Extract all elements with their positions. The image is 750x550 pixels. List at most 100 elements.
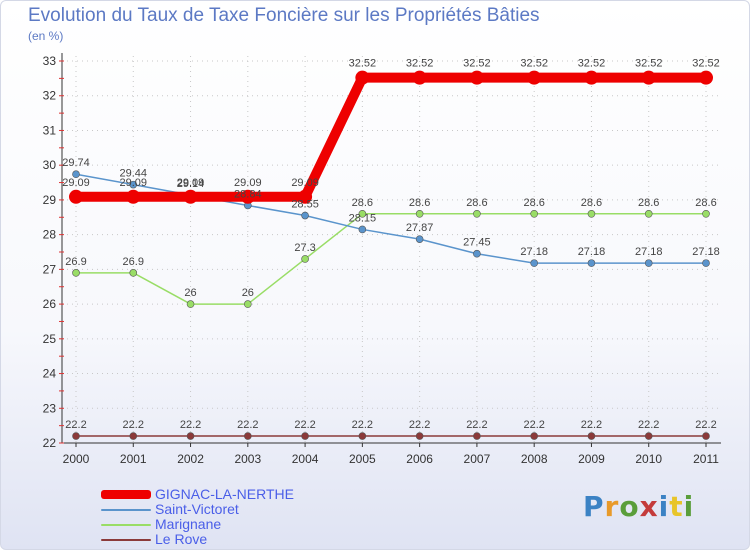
data-label: 28.6	[352, 197, 373, 209]
data-point	[244, 432, 252, 440]
data-point	[358, 432, 367, 440]
data-point	[530, 259, 538, 267]
data-point	[126, 189, 141, 204]
data-point	[584, 70, 599, 85]
data-point	[415, 210, 424, 218]
data-label: 32.52	[520, 58, 548, 70]
data-label: 22.2	[466, 419, 487, 431]
series-line-2	[75, 213, 707, 305]
data-point	[644, 259, 653, 267]
legend-swatch-marignane	[101, 524, 151, 526]
data-label: 22.2	[523, 419, 544, 431]
data-label: 29.14	[177, 178, 205, 190]
unit-label: (en %)	[28, 29, 64, 43]
x-tick-label: 2002	[177, 452, 204, 466]
data-point	[358, 210, 367, 218]
data-label: 29.09	[62, 177, 90, 189]
data-label: 22.2	[180, 419, 201, 431]
data-label: 27.3	[294, 242, 315, 254]
logo-letter: i	[683, 490, 695, 523]
x-tick-label: 2007	[464, 452, 491, 466]
data-label: 26	[184, 287, 196, 299]
data-label: 22.2	[581, 419, 602, 431]
data-point	[473, 249, 481, 258]
series-line-0	[71, 72, 711, 202]
data-point	[301, 255, 309, 263]
y-tick-label: 28	[43, 228, 57, 242]
data-label: 29.74	[62, 157, 90, 169]
data-label: 22.2	[695, 419, 716, 431]
data-point	[473, 432, 481, 440]
data-label: 26.9	[123, 256, 144, 268]
data-label: 22.2	[409, 419, 430, 431]
x-tick-label: 2009	[578, 452, 605, 466]
data-label: 28.6	[695, 197, 716, 209]
data-label: 22.2	[123, 419, 144, 431]
data-label: 27.87	[406, 222, 434, 234]
data-point	[129, 180, 138, 189]
data-label: 22.2	[65, 419, 86, 431]
data-point	[587, 210, 596, 218]
data-label: 22.2	[237, 419, 258, 431]
data-point	[644, 432, 653, 440]
data-point	[527, 70, 542, 85]
y-tick-label: 23	[43, 401, 57, 415]
data-point	[587, 432, 596, 440]
data-point	[301, 432, 309, 440]
y-tick-label: 27	[43, 262, 57, 276]
x-tick-label: 2008	[521, 452, 548, 466]
data-point	[72, 432, 80, 440]
legend-label-le-rove: Le Rove	[155, 531, 208, 547]
data-label: 29.09	[291, 177, 319, 189]
y-tick-label: 31	[43, 123, 57, 137]
x-tick-label: 2003	[234, 452, 261, 466]
proxiti-logo: Proxiti	[583, 490, 694, 523]
series-line-1	[75, 173, 707, 264]
data-label: 29.09	[177, 177, 205, 189]
data-label: 32.52	[578, 58, 606, 70]
data-point	[702, 210, 710, 218]
data-label: 27.18	[578, 246, 606, 258]
data-point	[702, 259, 710, 267]
data-label: 28.6	[466, 197, 487, 209]
logo-letter: r	[604, 490, 620, 523]
y-tick-label: 26	[43, 297, 57, 311]
x-tick-label: 2011	[693, 452, 719, 466]
data-point	[530, 210, 538, 218]
data-point	[469, 70, 484, 85]
data-label: 26.9	[65, 256, 86, 268]
data-point	[129, 432, 138, 440]
logo-letter: i	[658, 490, 670, 523]
data-point	[129, 269, 138, 277]
data-point	[412, 70, 427, 85]
chart-title: Evolution du Taux de Taxe Foncière sur l…	[28, 5, 540, 26]
legend-label-marignane: Marignane	[155, 516, 222, 532]
data-point	[355, 70, 370, 85]
data-label: 28.6	[581, 197, 602, 209]
data-label: 32.52	[349, 58, 377, 70]
legend-swatch-gignac	[101, 490, 151, 499]
data-label: 27.18	[635, 246, 663, 258]
data-label: 28.84	[234, 188, 262, 200]
data-label: 32.52	[692, 58, 720, 70]
data-point	[473, 210, 481, 218]
legend-swatch-saint-victoret	[101, 509, 151, 511]
data-point	[301, 211, 309, 220]
logo-letter: o	[619, 490, 640, 523]
x-tick-label: 2001	[120, 452, 147, 466]
legend-label-saint-victoret: Saint-Victoret	[155, 501, 239, 517]
legend-label-gignac: GIGNAC-LA-NERTHE	[155, 486, 294, 502]
data-point	[186, 432, 195, 440]
data-label: 32.52	[463, 58, 491, 70]
data-label: 29.09	[120, 177, 148, 189]
data-point	[186, 300, 195, 308]
data-point	[183, 189, 198, 204]
data-label: 22.2	[294, 419, 315, 431]
y-tick-label: 25	[43, 332, 57, 346]
data-label: 32.52	[406, 58, 434, 70]
data-label: 27.18	[692, 246, 720, 258]
data-point	[240, 189, 255, 204]
logo-letter: t	[669, 490, 684, 523]
